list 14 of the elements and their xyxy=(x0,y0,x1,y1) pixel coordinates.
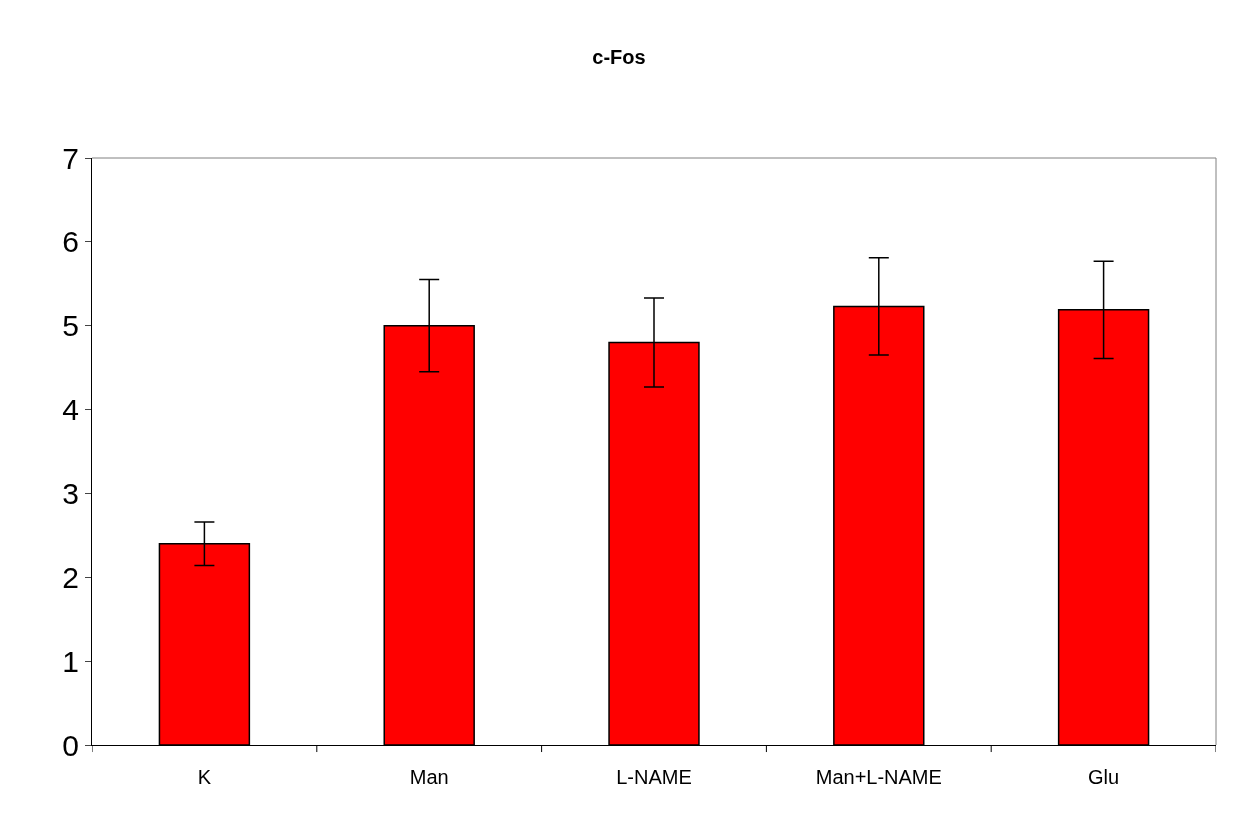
y-tick-label: 0 xyxy=(62,728,79,762)
y-tick-label: 2 xyxy=(62,560,79,594)
chart-title: c-Fos xyxy=(592,46,646,69)
x-tick-label: Glu xyxy=(1088,766,1120,788)
y-tick-label: 1 xyxy=(62,644,79,678)
x-tick-label: Man+L-NAME xyxy=(815,766,942,788)
x-tick-label: K xyxy=(197,766,212,788)
x-tick-label: L-NAME xyxy=(616,766,692,788)
x-tick-label: Man xyxy=(409,766,449,788)
y-tick-label: 3 xyxy=(62,476,79,510)
y-tick-label: 5 xyxy=(62,309,79,343)
y-tick-label: 7 xyxy=(62,141,79,175)
y-tick-label: 6 xyxy=(62,225,79,259)
y-tick-label: 4 xyxy=(62,393,79,427)
